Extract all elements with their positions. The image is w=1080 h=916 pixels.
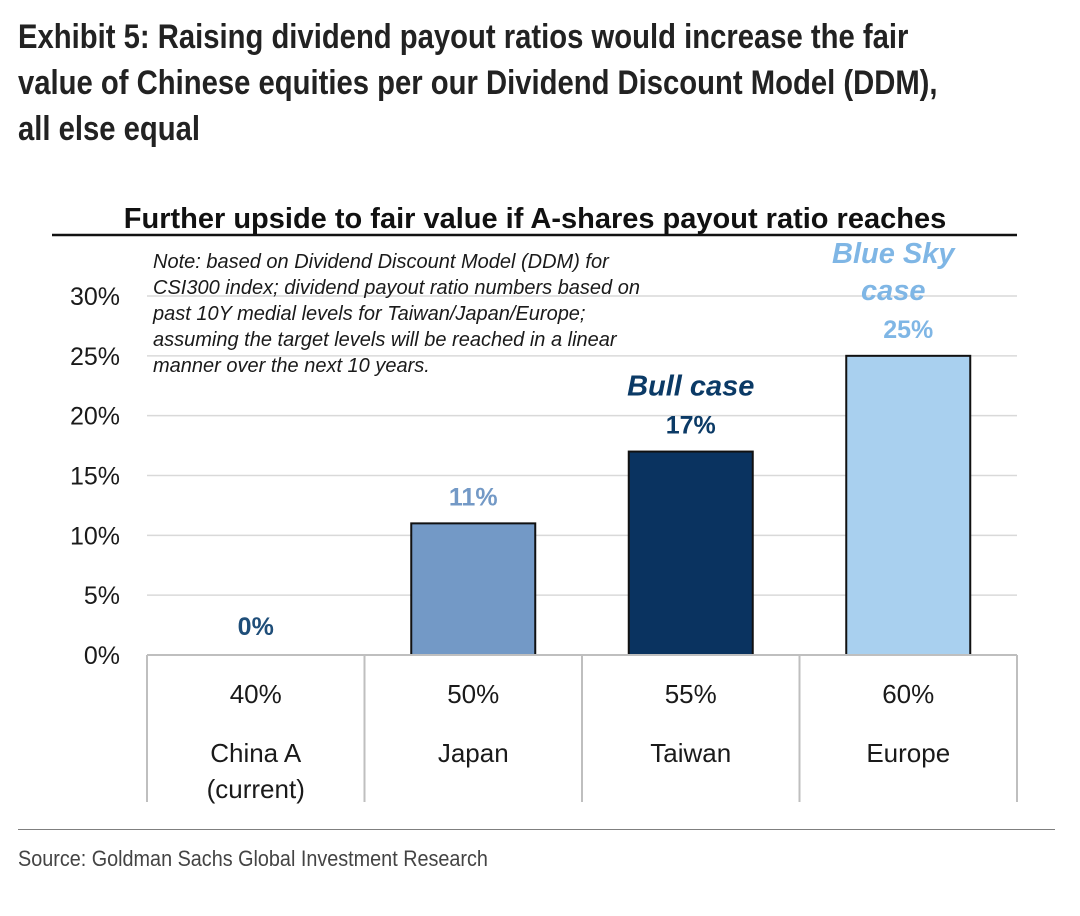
exhibit-title: Exhibit 5: Raising dividend payout ratio…	[18, 14, 1050, 152]
y-tick-label: 15%	[70, 463, 120, 491]
data-label: 11%	[449, 483, 498, 511]
x-tick-label: 55%	[665, 679, 717, 709]
x-tick-label: Japan	[438, 738, 509, 768]
source-divider	[18, 829, 1055, 830]
bar-chart: Further upside to fair value if A-shares…	[52, 203, 1018, 804]
x-tick-label: 40%	[230, 679, 282, 709]
x-tick-label: China A	[210, 738, 302, 768]
bar	[627, 450, 754, 657]
x-tick-label: Europe	[866, 738, 950, 768]
exhibit-title-line: Exhibit 5: Raising dividend payout ratio…	[18, 18, 909, 56]
chart-note-line: past 10Y medial levels for Taiwan/Japan/…	[152, 303, 586, 325]
annotation-label: case	[861, 275, 926, 307]
data-label: 0%	[238, 613, 274, 641]
exhibit-title-line: value of Chinese equities per our Divide…	[18, 64, 938, 102]
x-tick-label: 60%	[882, 679, 934, 709]
chart-note-line: Note: based on Dividend Discount Model (…	[153, 251, 610, 273]
y-tick-label: 5%	[84, 582, 120, 610]
y-tick-label: 0%	[84, 642, 120, 670]
bar	[845, 354, 972, 656]
source-note: Source: Goldman Sachs Global Investment …	[18, 846, 488, 871]
annotation-label: Blue Sky	[832, 238, 956, 270]
chart-container: Further upside to fair value if A-shares…	[0, 190, 1080, 820]
data-label: 25%	[883, 316, 933, 344]
x-tick-label: 50%	[447, 679, 499, 709]
chart-note-line: CSI300 index; dividend payout ratio numb…	[153, 277, 640, 299]
x-tick-label: Taiwan	[650, 738, 731, 768]
y-tick-label: 30%	[70, 283, 120, 311]
chart-note-line: assuming the target levels will be reach…	[153, 329, 618, 351]
bar	[410, 522, 537, 656]
chart-note-line: manner over the next 10 years.	[153, 355, 430, 377]
y-tick-label: 10%	[70, 522, 120, 550]
y-tick-label: 25%	[70, 343, 120, 371]
exhibit-title-line: all else equal	[18, 110, 201, 148]
data-label: 17%	[666, 412, 716, 440]
y-tick-label: 20%	[70, 403, 120, 431]
annotation-label: Bull case	[627, 371, 754, 403]
chart-title: Further upside to fair value if A-shares…	[124, 203, 946, 235]
x-tick-label: (current)	[207, 774, 305, 804]
